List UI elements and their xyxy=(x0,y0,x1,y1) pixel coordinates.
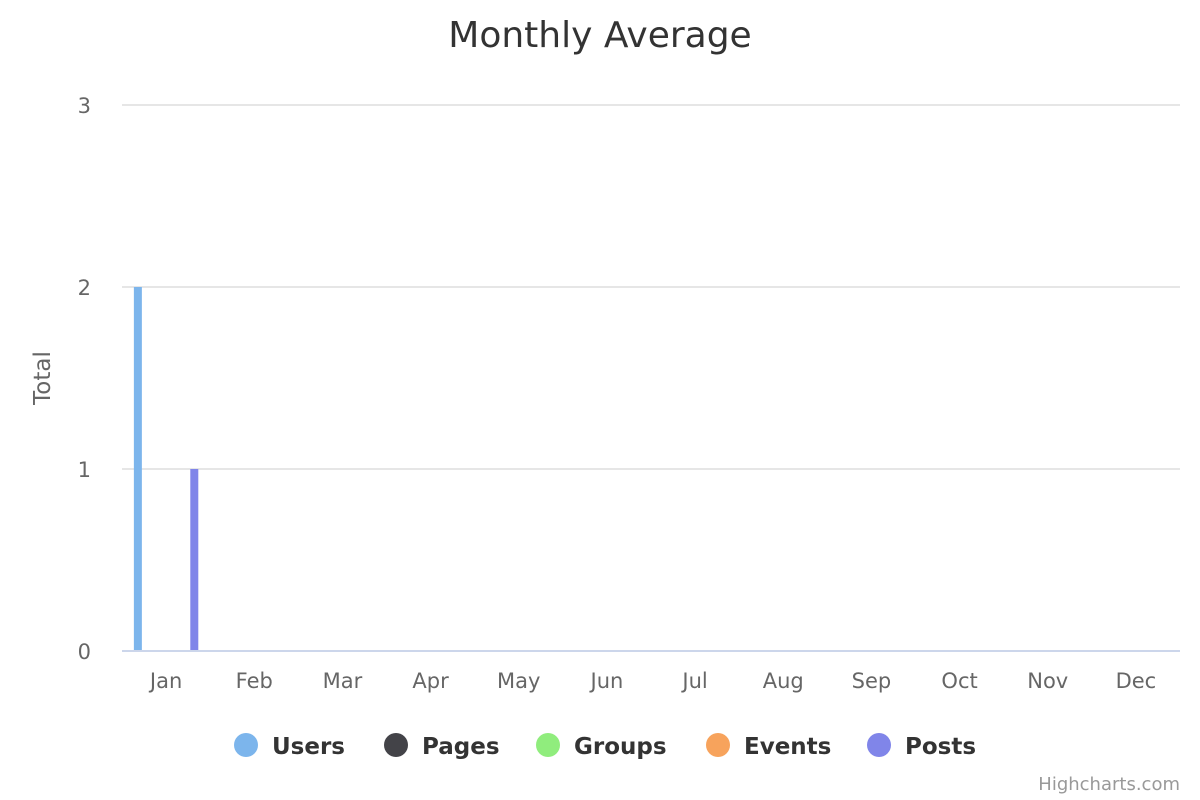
legend-label: Groups xyxy=(574,734,667,760)
x-tick-label: Apr xyxy=(412,669,449,693)
x-tick-label: Jan xyxy=(148,669,182,693)
legend-item-groups[interactable]: Groups xyxy=(536,733,667,760)
y-tick-label: 2 xyxy=(78,276,91,300)
legend-marker xyxy=(706,733,730,757)
x-tick-label: Aug xyxy=(763,669,804,693)
x-tick-label: Jul xyxy=(680,669,707,693)
x-tick-label: Jun xyxy=(589,669,624,693)
y-tick-label: 1 xyxy=(78,458,91,482)
x-tick-label: Nov xyxy=(1027,669,1068,693)
bar-posts-jan[interactable] xyxy=(190,469,199,651)
x-tick-label: May xyxy=(497,669,540,693)
legend-label: Users xyxy=(272,734,345,760)
legend-item-pages[interactable]: Pages xyxy=(384,733,500,760)
legend-item-users[interactable]: Users xyxy=(234,733,345,760)
x-axis-ticks: Jan Feb Mar Apr May Jun Jul Aug Sep Oct Nov Dec xyxy=(148,669,1156,693)
legend-marker xyxy=(536,733,560,757)
y-tick-label: 3 xyxy=(78,94,91,118)
legend-marker xyxy=(384,733,408,757)
bars xyxy=(133,287,199,651)
grid-lines xyxy=(122,104,1180,470)
credits-link[interactable]: Highcharts.com xyxy=(1038,774,1180,795)
legend-item-events[interactable]: Events xyxy=(706,733,831,760)
x-tick-label: Mar xyxy=(323,669,363,693)
legend-marker xyxy=(234,733,258,757)
y-tick-label: 0 xyxy=(78,640,91,664)
chart-title: Monthly Average xyxy=(448,15,751,56)
x-tick-label: Feb xyxy=(236,669,273,693)
y-axis-ticks: 0 1 2 3 xyxy=(78,94,91,664)
bar-users-jan[interactable] xyxy=(133,287,142,651)
x-tick-label: Oct xyxy=(941,669,977,693)
x-tick-label: Sep xyxy=(852,669,892,693)
legend-item-posts[interactable]: Posts xyxy=(867,733,976,760)
legend: Users Pages Groups Events Posts xyxy=(234,733,976,760)
legend-label: Pages xyxy=(422,734,500,760)
legend-label: Events xyxy=(744,734,831,760)
y-axis-label: Total xyxy=(30,351,56,406)
legend-marker xyxy=(867,733,891,757)
legend-label: Posts xyxy=(905,734,976,760)
x-tick-label: Dec xyxy=(1116,669,1157,693)
